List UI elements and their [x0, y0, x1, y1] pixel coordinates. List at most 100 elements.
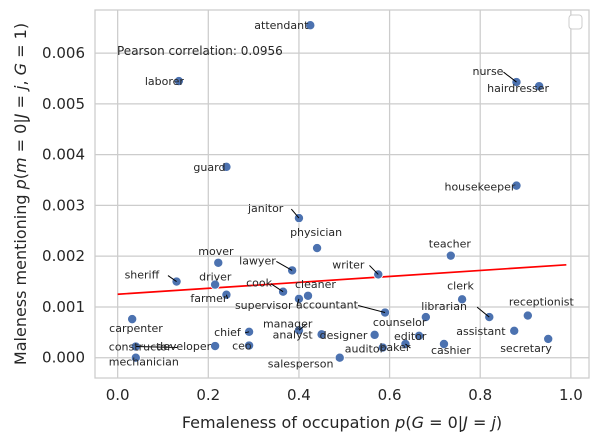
data-point — [210, 341, 221, 352]
point-label: receptionist — [509, 296, 575, 309]
point-label: janitor — [247, 202, 284, 215]
data-point — [377, 342, 388, 353]
data-point — [305, 20, 316, 31]
y-tick-label: 0.001 — [42, 298, 85, 316]
point-label: farmer — [190, 292, 227, 305]
label-leader — [290, 208, 300, 219]
data-point — [244, 340, 255, 351]
point-label: guard — [193, 161, 225, 174]
x-tick-label: 0.8 — [468, 386, 492, 404]
point-label: teacher — [429, 238, 472, 251]
label-leader — [135, 346, 178, 349]
data-point — [534, 81, 545, 92]
label-leader — [476, 306, 490, 318]
point-label: analyst — [273, 328, 314, 341]
point-label: physician — [290, 226, 342, 239]
label-leader — [357, 305, 386, 314]
y-tick-label: 0.005 — [42, 95, 85, 113]
point-label: editor — [394, 330, 427, 343]
x-tick-label: 1.0 — [559, 386, 583, 404]
label-leader — [296, 298, 300, 306]
label-leader — [244, 331, 250, 334]
data-point — [303, 290, 314, 301]
point-label: sheriff — [125, 269, 160, 282]
point-label: cook — [246, 277, 273, 290]
data-point — [511, 180, 522, 191]
point-label: attendant — [254, 19, 309, 32]
x-tick-label: 0.2 — [196, 386, 220, 404]
data-points — [127, 20, 554, 363]
point-label: laborer — [145, 75, 185, 88]
point-label: nurse — [472, 65, 503, 78]
point-label: mechanician — [109, 356, 179, 369]
data-point — [543, 333, 554, 344]
label-leader — [405, 343, 411, 349]
x-axis-label: Femaleness of occupation p(G = 0|J = j) — [182, 413, 502, 432]
y-tick-label: 0.002 — [42, 247, 85, 265]
data-point — [334, 352, 345, 363]
point-label: driver — [199, 271, 232, 284]
label-leader — [503, 71, 517, 83]
point-label: designer — [320, 329, 368, 342]
data-point — [522, 310, 533, 321]
y-tick-label: 0.004 — [42, 146, 85, 164]
data-point — [457, 294, 468, 305]
y-tick-label: 0.000 — [42, 349, 85, 367]
point-label: writer — [332, 258, 365, 271]
point-label: carpenter — [109, 322, 163, 335]
data-point — [420, 312, 431, 323]
label-leader — [270, 283, 284, 293]
x-tick-label: 0.0 — [106, 386, 130, 404]
data-point — [221, 161, 232, 172]
y-tick-label: 0.003 — [42, 196, 85, 214]
label-leader — [225, 294, 229, 299]
point-label: hairdresser — [487, 82, 549, 95]
y-axis-label: Maleness mentioning p(m = 0|J = j, G = 1… — [11, 23, 30, 365]
point-label: manager — [263, 317, 313, 330]
data-point — [127, 314, 138, 325]
grid — [95, 10, 589, 378]
label-leader — [276, 260, 293, 271]
trend-line-group — [117, 263, 567, 296]
data-point — [509, 325, 520, 336]
point-label: auditor — [345, 343, 385, 356]
x-tick-label: 0.4 — [287, 386, 311, 404]
data-point — [312, 243, 323, 254]
legend-box — [568, 14, 583, 30]
point-label: ceo — [232, 340, 252, 353]
point-label: supervisor — [235, 299, 293, 312]
y-tick-label: 0.006 — [42, 44, 85, 62]
data-point — [414, 330, 425, 341]
point-label: housekeeper — [444, 181, 515, 194]
point-label: assistant — [456, 325, 506, 338]
trend-line — [117, 263, 567, 296]
point-label: cashier — [431, 344, 471, 357]
point-labels: attendant laborer nurse hairdresser guard hou… — [109, 19, 575, 370]
point-label: clerk — [447, 279, 474, 292]
point-label: developer — [156, 340, 212, 353]
label-leader — [298, 323, 307, 331]
point-label: accountant — [296, 299, 359, 312]
xlabel-text: Femaleness of occupation p(G = 0|J = j) — [182, 413, 502, 432]
data-point — [316, 329, 327, 340]
label-leader — [167, 275, 177, 282]
data-point — [130, 352, 141, 363]
label-leader — [369, 265, 379, 275]
plot-frame — [94, 9, 590, 379]
point-label: secretary — [500, 342, 552, 355]
point-label: cleaner — [295, 278, 336, 291]
data-point — [173, 76, 184, 87]
pearson-annotation: Pearson correlation: 0.0956 — [117, 44, 283, 58]
data-point — [213, 257, 224, 268]
x-tick-label: 0.6 — [378, 386, 402, 404]
point-label: librarian — [421, 300, 467, 313]
point-label: baker — [379, 341, 410, 354]
tick-labels: 0.0 0.2 0.4 0.6 0.8 1.0 0.000 0.001 0.002 0.003 0.… — [42, 44, 583, 404]
data-point — [210, 279, 221, 290]
point-label: chief — [214, 326, 242, 339]
data-point — [369, 329, 380, 340]
point-label: counselor — [373, 316, 427, 329]
point-label: mover — [198, 245, 234, 258]
point-label: lawyer — [239, 254, 276, 267]
